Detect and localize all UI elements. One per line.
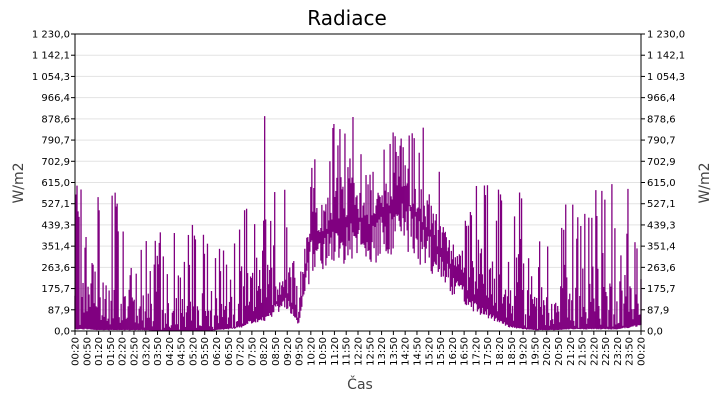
x-tick-label: 18:50 [507, 337, 518, 366]
y-ticks-left: 0,0 87,9 175,7 263,6 351,4 439,3 527,1 615,0 702… [32, 30, 70, 338]
x-tick-label: 15:50 [436, 337, 447, 366]
y-tick-label-left: 615,0 [41, 178, 70, 189]
x-tick-label: 10:20 [306, 337, 317, 366]
y-tick-label-left: 702,9 [41, 157, 70, 168]
y-tick-label-left: 1 054,3 [32, 72, 70, 83]
x-tick-label: 21:20 [566, 337, 577, 366]
y-tick-label-right: 1 142,1 [647, 51, 685, 62]
x-tick-label: 10:50 [318, 337, 329, 366]
x-tick-label: 21:50 [578, 337, 589, 366]
y-tick-label-right: 1 054,3 [647, 72, 685, 83]
x-tick-label: 06:20 [212, 337, 223, 366]
x-tick-label: 16:50 [460, 337, 471, 366]
y-tick-label-left: 263,6 [41, 263, 70, 274]
plot-frame [74, 33, 642, 332]
y-tick-label-right: 527,1 [647, 199, 676, 210]
x-tick-label: 22:20 [589, 337, 600, 366]
y-tick-label-left: 439,3 [41, 220, 70, 231]
x-tick-label: 13:50 [389, 337, 400, 366]
x-tick-label: 07:20 [236, 337, 247, 366]
x-tick-label: 18:20 [495, 337, 506, 366]
x-tick-label: 20:20 [542, 337, 553, 366]
y-tick-label-right: 790,7 [647, 136, 676, 147]
y-tick-label-left: 878,6 [41, 114, 70, 125]
x-tick-label: 07:50 [247, 337, 258, 366]
x-tick-label: 00:50 [82, 337, 93, 366]
x-tick-label: 14:50 [412, 337, 423, 366]
x-tick-label: 22:50 [601, 337, 612, 366]
x-tick-label: 19:20 [519, 337, 530, 366]
y-tick-label-left: 351,4 [41, 242, 70, 253]
x-tick-label: 01:50 [106, 337, 117, 366]
x-tick-label: 16:20 [448, 337, 459, 366]
y-tick-label-right: 175,7 [647, 284, 676, 295]
x-tick-label: 20:50 [554, 337, 565, 366]
x-tick-label: 02:20 [118, 337, 129, 366]
x-tick-label: 01:20 [94, 337, 105, 366]
y-tick-label-right: 351,4 [647, 242, 676, 253]
x-tick-label: 15:20 [424, 337, 435, 366]
x-tick-label: 17:20 [471, 337, 482, 366]
x-tick-label: 03:20 [141, 337, 152, 366]
chart-title: Radiace [307, 6, 387, 30]
x-axis-title: Čas [347, 375, 373, 393]
x-tick-label: 05:20 [188, 337, 199, 366]
x-tick-label: 08:20 [259, 337, 270, 366]
x-tick-label: 04:20 [165, 337, 176, 366]
y-tick-label-right: 1 230,0 [647, 30, 685, 41]
y-tick-label-left: 527,1 [41, 199, 70, 210]
x-tick-label: 17:50 [483, 337, 494, 366]
y-tick-label-right: 263,6 [647, 263, 676, 274]
y-tick-label-right: 878,6 [647, 114, 676, 125]
x-tick-label: 14:20 [401, 337, 412, 366]
x-ticks: 00:20 00:50 01:20 01:50 02:20 02:50 03:20 03:50… [71, 337, 648, 366]
x-tick-label: 00:20 [71, 337, 82, 366]
x-tick-label: 00:20 [637, 337, 648, 366]
y-tick-label-left: 1 142,1 [32, 51, 70, 62]
y-tick-label-left: 966,4 [41, 93, 70, 104]
x-tick-label: 19:50 [530, 337, 541, 366]
x-tick-label: 08:50 [271, 337, 282, 366]
y-tick-label-right: 0,0 [647, 327, 663, 338]
axes [71, 33, 645, 335]
y-tick-label-left: 1 230,0 [32, 30, 70, 41]
x-tick-label: 05:50 [200, 337, 211, 366]
x-tick-label: 09:20 [283, 337, 294, 366]
x-tick-label: 02:50 [129, 337, 140, 366]
x-tick-label: 23:20 [613, 337, 624, 366]
series-radiation [74, 116, 642, 331]
x-tick-label: 13:20 [377, 337, 388, 366]
y-tick-label-left: 790,7 [41, 136, 70, 147]
y-tick-label-right: 702,9 [647, 157, 676, 168]
y-tick-label-right: 966,4 [647, 93, 676, 104]
x-tick-label: 06:50 [224, 337, 235, 366]
y-axis-title-left: W/m2 [11, 162, 27, 203]
x-tick-label: 09:50 [295, 337, 306, 366]
y-axis-title-right: W/m2 [697, 162, 713, 203]
y-tick-label-left: 175,7 [41, 284, 70, 295]
x-tick-label: 04:50 [177, 337, 188, 366]
y-ticks-right: 0,0 87,9 175,7 263,6 351,4 439,3 527,1 615,0 702… [647, 30, 685, 338]
y-tick-label-left: 0,0 [54, 327, 70, 338]
y-tick-label-left: 87,9 [48, 305, 70, 316]
y-tick-label-right: 615,0 [647, 178, 676, 189]
x-tick-label: 11:20 [330, 337, 341, 366]
x-tick-label: 23:50 [625, 337, 636, 366]
x-tick-label: 03:50 [153, 337, 164, 366]
y-tick-label-right: 87,9 [647, 305, 669, 316]
x-tick-label: 12:50 [365, 337, 376, 366]
x-tick-label: 12:20 [354, 337, 365, 366]
x-tick-label: 11:50 [342, 337, 353, 366]
y-tick-label-right: 439,3 [647, 220, 676, 231]
